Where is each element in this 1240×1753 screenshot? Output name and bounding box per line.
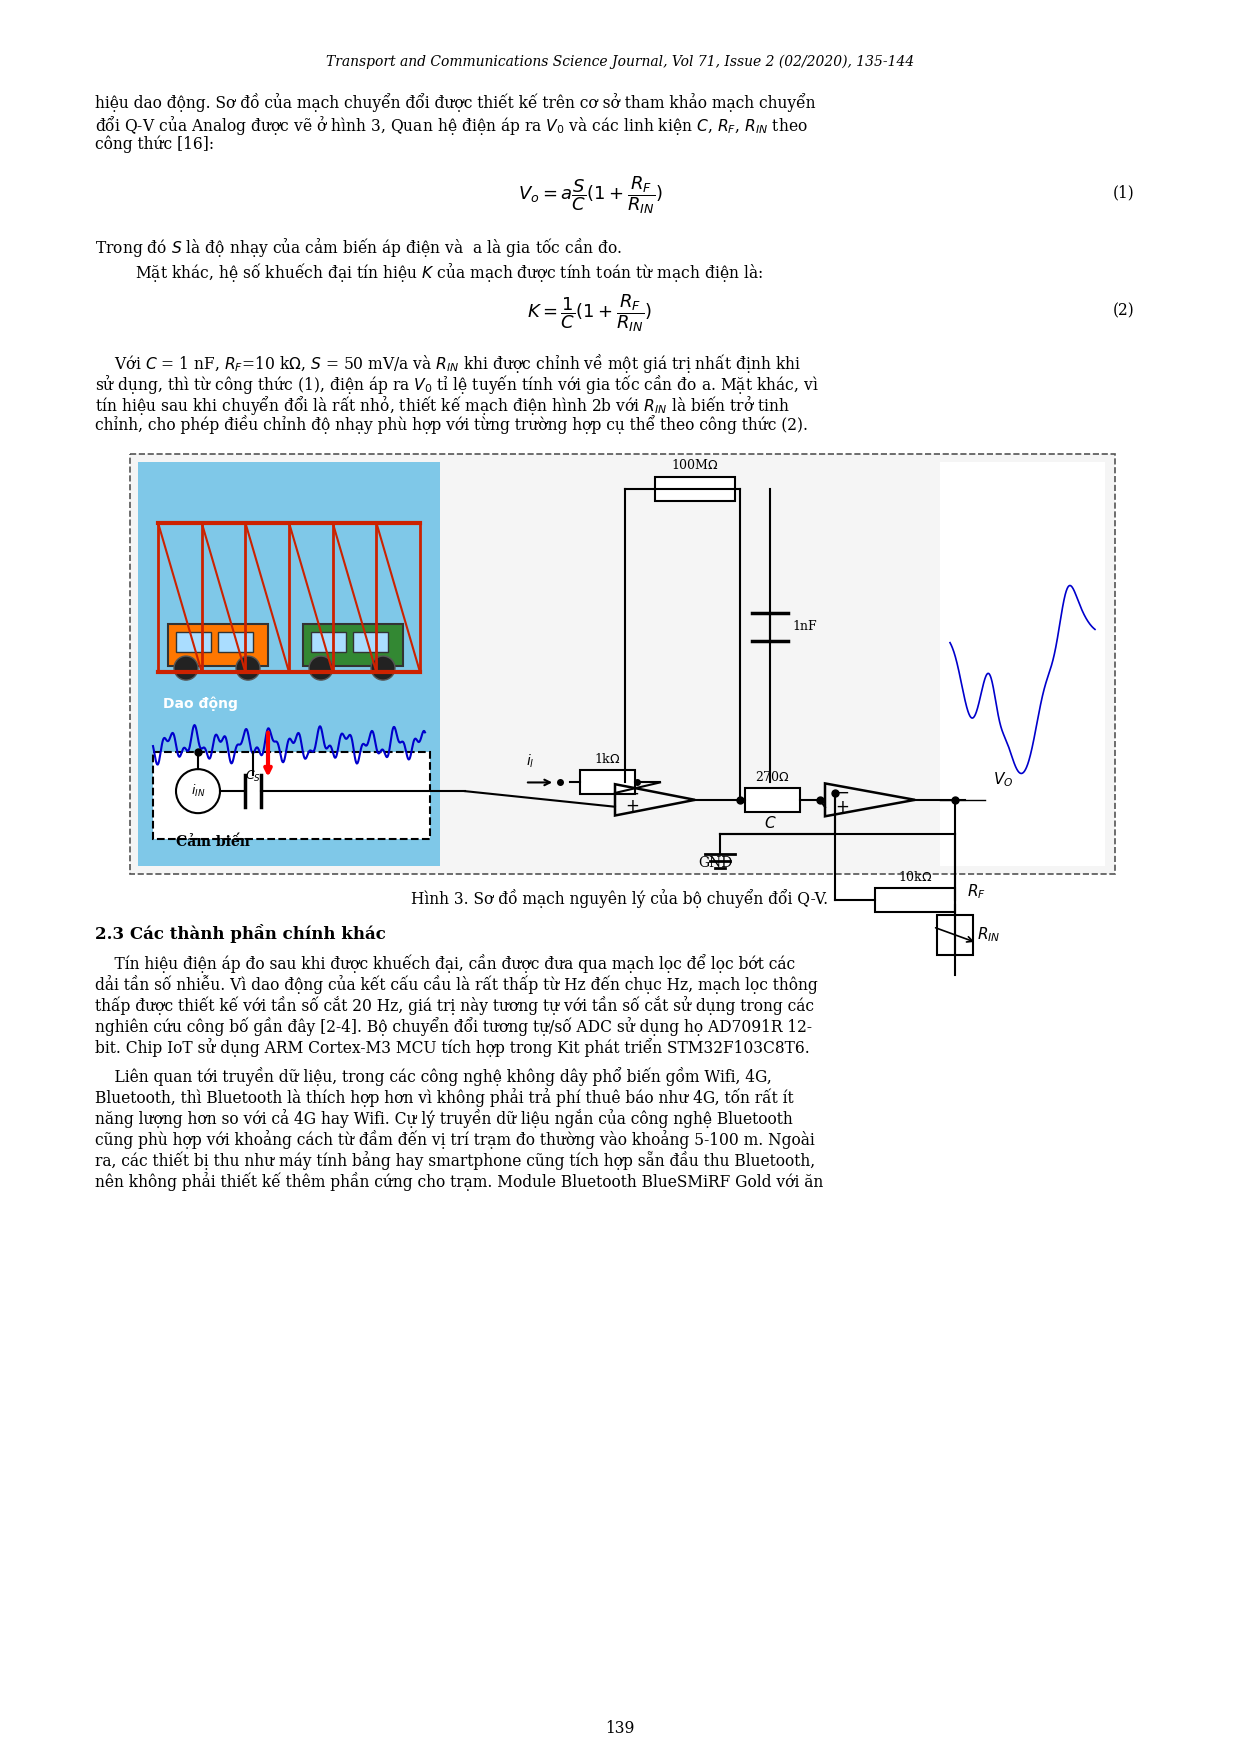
Text: sử dụng, thì từ công thức (1), điện áp ra $V_0$ tỉ lệ tuyến tính với gia tốc cần: sử dụng, thì từ công thức (1), điện áp r… (95, 373, 818, 396)
Text: ra, các thiết bị thu như máy tính bảng hay smartphone cũng tích hợp sẵn đầu thu : ra, các thiết bị thu như máy tính bảng h… (95, 1152, 815, 1169)
Text: (1): (1) (1114, 184, 1135, 202)
Text: 10k$\Omega$: 10k$\Omega$ (898, 869, 932, 884)
Bar (937, 915, 973, 955)
Bar (138, 463, 440, 866)
Text: $V_O$: $V_O$ (993, 771, 1013, 789)
Bar (130, 454, 1115, 875)
Circle shape (309, 656, 334, 680)
Text: Dao động: Dao động (162, 696, 238, 710)
Bar (311, 633, 346, 652)
Text: $R_F$: $R_F$ (967, 882, 986, 901)
Bar (167, 624, 268, 666)
Bar (176, 633, 211, 652)
Bar (875, 887, 955, 912)
Text: cũng phù hợp với khoảng cách từ đầm đến vị trí trạm đo thường vào khoảng 5-100 m: cũng phù hợp với khoảng cách từ đầm đến … (95, 1131, 815, 1148)
Text: $-$: $-$ (625, 784, 639, 801)
Bar (353, 633, 388, 652)
Text: $i_{IN}$: $i_{IN}$ (191, 784, 205, 799)
Text: 100M$\Omega$: 100M$\Omega$ (671, 458, 719, 472)
Text: $C_S$: $C_S$ (246, 770, 260, 784)
Text: dải tần số nhiễu. Vì dao động của kết cấu cầu là rất thấp từ Hz đến chục Hz, mạc: dải tần số nhiễu. Vì dao động của kết cấ… (95, 975, 817, 994)
Bar (580, 771, 635, 794)
Text: $+$: $+$ (835, 799, 849, 815)
Text: Mặt khác, hệ số khuếch đại tín hiệu $K$ của mạch được tính toán từ mạch điện là:: Mặt khác, hệ số khuếch đại tín hiệu $K$ … (135, 261, 763, 284)
Circle shape (371, 656, 396, 680)
Text: 270$\Omega$: 270$\Omega$ (755, 770, 790, 784)
Bar (218, 633, 253, 652)
Text: Liên quan tới truyền dữ liệu, trong các công nghệ không dây phổ biến gồm Wifi, 4: Liên quan tới truyền dữ liệu, trong các … (95, 1068, 771, 1087)
Text: $-$: $-$ (835, 784, 849, 801)
Text: Cảm biến: Cảm biến (176, 834, 250, 848)
Circle shape (176, 770, 219, 813)
Text: 2.3 Các thành phần chính khác: 2.3 Các thành phần chính khác (95, 924, 386, 943)
Bar (745, 787, 800, 812)
Text: $i_l$: $i_l$ (526, 754, 534, 771)
Text: GND: GND (698, 855, 733, 869)
Text: Tín hiệu điện áp đo sau khi được khuếch đại, cần được đưa qua mạch lọc để lọc bớ: Tín hiệu điện áp đo sau khi được khuếch … (95, 954, 795, 973)
Text: năng lượng hơn so với cả 4G hay Wifi. Cự lý truyền dữ liệu ngắn của công nghệ Bl: năng lượng hơn so với cả 4G hay Wifi. Cự… (95, 1110, 792, 1127)
Bar (940, 463, 1105, 866)
Bar (655, 477, 735, 501)
Text: Hình 3. Sơ đồ mạch nguyên lý của bộ chuyển đổi Q-V.: Hình 3. Sơ đồ mạch nguyên lý của bộ chuy… (412, 889, 828, 908)
Circle shape (236, 656, 260, 680)
Bar (153, 752, 430, 840)
Text: tín hiệu sau khi chuyển đổi là rất nhỏ, thiết kế mạch điện hình 2b với $R_{IN}$ : tín hiệu sau khi chuyển đổi là rất nhỏ, … (95, 394, 790, 417)
Text: thấp được thiết kế với tần số cắt 20 Hz, giá trị này tương tự với tần số cắt sử : thấp được thiết kế với tần số cắt 20 Hz,… (95, 996, 813, 1015)
Text: hiệu dao động. Sơ đồ của mạch chuyển đổi được thiết kế trên cơ sở tham khảo mạch: hiệu dao động. Sơ đồ của mạch chuyển đổi… (95, 93, 816, 112)
Text: 1nF: 1nF (792, 621, 817, 633)
Text: Trong đó $S$ là độ nhạy của cảm biến áp điện và  a là gia tốc cần đo.: Trong đó $S$ là độ nhạy của cảm biến áp … (95, 237, 622, 259)
Text: công thức [16]:: công thức [16]: (95, 135, 215, 153)
Text: bit. Chip IoT sử dụng ARM Cortex-M3 MCU tích hợp trong Kit phát triển STM32F103C: bit. Chip IoT sử dụng ARM Cortex-M3 MCU … (95, 1038, 810, 1057)
Text: Transport and Communications Science Journal, Vol 71, Issue 2 (02/2020), 135-144: Transport and Communications Science Jou… (326, 54, 914, 70)
Text: đổi Q-V của Analog được vẽ ở hình 3, Quan hệ điện áp ra $V_0$ và các linh kiện $: đổi Q-V của Analog được vẽ ở hình 3, Qua… (95, 114, 807, 137)
Text: Với $C$ = 1 nF, $R_F$=10 k$\Omega$, $S$ = 50 mV/a và $R_{IN}$ khi được chỉnh về : Với $C$ = 1 nF, $R_F$=10 k$\Omega$, $S$ … (95, 352, 801, 375)
Bar (303, 624, 403, 666)
Circle shape (965, 791, 985, 810)
Text: nghiên cứu công bố gần đây [2-4]. Bộ chuyển đổi tương tự/số ADC sử dụng họ AD709: nghiên cứu công bố gần đây [2-4]. Bộ chu… (95, 1017, 812, 1036)
Text: Bluetooth, thì Bluetooth là thích hợp hơn vì không phải trả phí thuê báo như 4G,: Bluetooth, thì Bluetooth là thích hợp hơ… (95, 1089, 794, 1106)
Text: $V_o = a\dfrac{S}{C}(1+\dfrac{R_F}{R_{IN}})$: $V_o = a\dfrac{S}{C}(1+\dfrac{R_F}{R_{IN… (517, 174, 662, 216)
Text: chỉnh, cho phép điều chỉnh độ nhạy phù hợp với từng trường hợp cụ thể theo công : chỉnh, cho phép điều chỉnh độ nhạy phù h… (95, 415, 808, 435)
Text: 139: 139 (605, 1720, 635, 1737)
Circle shape (174, 656, 198, 680)
Text: nên không phải thiết kế thêm phần cứng cho trạm. Module Bluetooth BlueSMiRF Gold: nên không phải thiết kế thêm phần cứng c… (95, 1173, 823, 1190)
Text: $R_{IN}$: $R_{IN}$ (977, 926, 1001, 945)
Text: $C$: $C$ (764, 815, 776, 831)
Text: 1k$\Omega$: 1k$\Omega$ (594, 752, 621, 766)
Text: $+$: $+$ (625, 798, 639, 815)
Text: (2): (2) (1114, 302, 1135, 319)
Text: $K = \dfrac{1}{C}(1+\dfrac{R_F}{R_{IN}})$: $K = \dfrac{1}{C}(1+\dfrac{R_F}{R_{IN}})… (527, 293, 652, 333)
